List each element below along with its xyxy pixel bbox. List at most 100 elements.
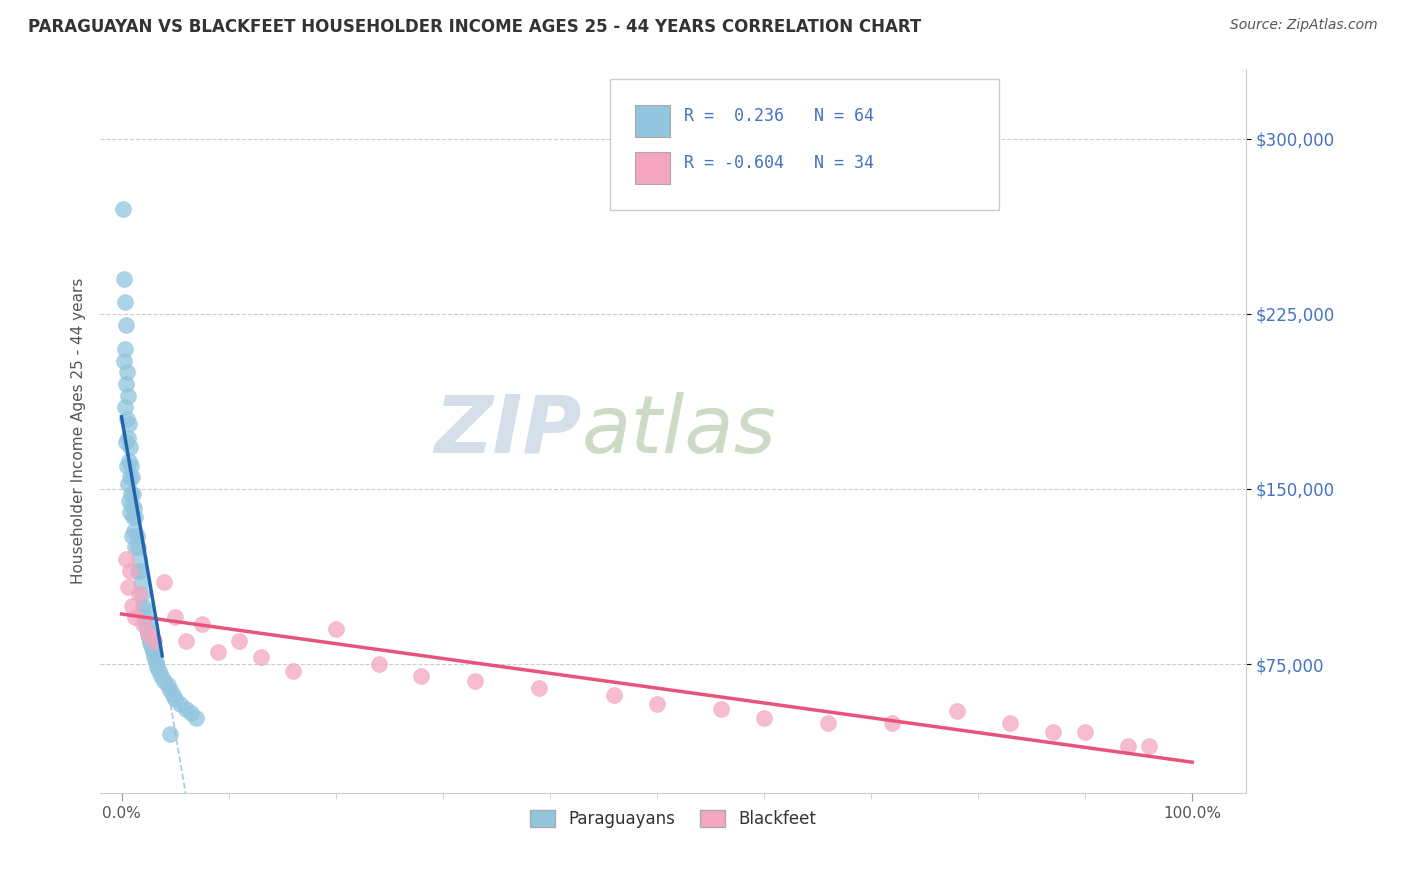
Point xyxy=(120,458,142,473)
Point xyxy=(114,552,136,566)
Point xyxy=(114,342,136,356)
Point xyxy=(125,529,148,543)
Point xyxy=(118,454,141,468)
Point xyxy=(165,692,187,706)
FancyBboxPatch shape xyxy=(610,79,1000,210)
Point xyxy=(153,673,176,688)
Point xyxy=(148,664,170,678)
Point xyxy=(145,655,167,669)
Point xyxy=(207,646,229,660)
Point xyxy=(114,401,136,415)
Point xyxy=(128,587,150,601)
Point xyxy=(120,486,142,500)
Point xyxy=(186,711,208,725)
Point xyxy=(124,524,146,538)
Legend: Paraguayans, Blackfeet: Paraguayans, Blackfeet xyxy=(523,804,823,835)
Text: Source: ZipAtlas.com: Source: ZipAtlas.com xyxy=(1230,18,1378,32)
Point xyxy=(150,669,173,683)
Point xyxy=(180,706,202,721)
Point xyxy=(128,552,150,566)
Point xyxy=(174,701,197,715)
Point xyxy=(120,505,142,519)
Point xyxy=(132,617,155,632)
Point xyxy=(281,664,304,678)
Point xyxy=(115,458,138,473)
Point xyxy=(1116,739,1139,753)
Point xyxy=(112,353,135,368)
Point xyxy=(135,617,157,632)
Point xyxy=(134,610,156,624)
Point xyxy=(142,646,165,660)
Point xyxy=(169,697,191,711)
Point xyxy=(128,564,150,578)
Point xyxy=(111,202,134,216)
Point xyxy=(114,295,136,310)
Point xyxy=(1042,725,1064,739)
Point xyxy=(142,633,165,648)
Point xyxy=(945,704,967,718)
Point xyxy=(114,376,136,391)
Point xyxy=(165,610,187,624)
Point xyxy=(118,493,141,508)
Point xyxy=(132,599,155,613)
Point xyxy=(117,388,139,402)
Point xyxy=(121,529,143,543)
Point xyxy=(121,470,143,484)
Point xyxy=(115,365,138,379)
Point xyxy=(153,575,176,590)
Point xyxy=(122,486,145,500)
Point xyxy=(752,711,775,725)
Point xyxy=(121,499,143,513)
Point xyxy=(603,688,626,702)
Point xyxy=(159,682,181,697)
Y-axis label: Householder Income Ages 25 - 44 years: Householder Income Ages 25 - 44 years xyxy=(72,277,86,583)
Point xyxy=(114,435,136,450)
Point xyxy=(127,541,149,555)
Text: atlas: atlas xyxy=(581,392,776,469)
Point xyxy=(114,318,136,333)
Point xyxy=(159,727,181,741)
Text: R =  0.236   N = 64: R = 0.236 N = 64 xyxy=(685,107,875,125)
Point xyxy=(117,580,139,594)
Point xyxy=(118,417,141,431)
Point xyxy=(141,640,163,655)
Point xyxy=(121,599,143,613)
Point xyxy=(138,632,160,646)
Point xyxy=(115,412,138,426)
Point xyxy=(117,431,139,445)
Text: R = -0.604   N = 34: R = -0.604 N = 34 xyxy=(685,154,875,172)
FancyBboxPatch shape xyxy=(636,104,669,137)
Point xyxy=(131,587,153,601)
Point xyxy=(124,541,146,555)
Point xyxy=(122,510,145,524)
Point xyxy=(710,701,733,715)
Point xyxy=(411,669,433,683)
Point xyxy=(191,617,214,632)
Point xyxy=(124,510,146,524)
Point xyxy=(156,678,179,692)
Point xyxy=(132,603,155,617)
Point xyxy=(129,575,152,590)
Point xyxy=(146,659,169,673)
Point xyxy=(645,697,668,711)
Point xyxy=(162,688,184,702)
Point xyxy=(325,622,347,636)
Point xyxy=(139,636,162,650)
Point xyxy=(127,564,149,578)
Point xyxy=(120,564,142,578)
Point xyxy=(124,610,146,624)
Text: PARAGUAYAN VS BLACKFEET HOUSEHOLDER INCOME AGES 25 - 44 YEARS CORRELATION CHART: PARAGUAYAN VS BLACKFEET HOUSEHOLDER INCO… xyxy=(28,18,921,36)
Point xyxy=(464,673,486,688)
Text: ZIP: ZIP xyxy=(434,392,581,469)
Point xyxy=(1000,715,1022,730)
Point xyxy=(112,272,135,286)
Point xyxy=(249,650,271,665)
Point xyxy=(817,715,839,730)
Point xyxy=(228,633,250,648)
Point xyxy=(136,627,159,641)
Point xyxy=(1139,739,1161,753)
Point xyxy=(527,681,550,695)
Point xyxy=(1074,725,1097,739)
Point xyxy=(136,622,159,636)
Point xyxy=(120,470,142,484)
